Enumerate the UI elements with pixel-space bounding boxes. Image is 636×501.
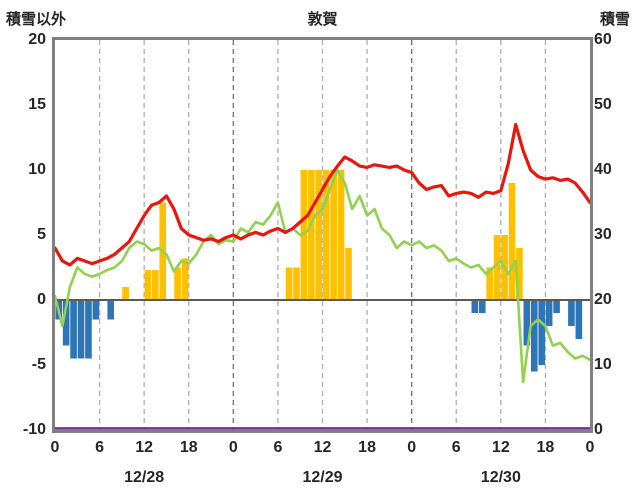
x-tick-label: 12: [491, 439, 510, 456]
orange-bars-bar: [508, 183, 516, 300]
blue-bars-bar: [107, 300, 115, 320]
orange-bars-bar: [345, 248, 352, 300]
blue-bars-bar: [553, 300, 560, 313]
y-left-tick-label: -5: [31, 356, 46, 373]
x-tick-label: 18: [536, 439, 555, 456]
x-tick-label: 6: [95, 439, 105, 456]
orange-bars-bar: [493, 235, 501, 300]
blue-bars-bar: [530, 300, 538, 372]
y-left-tick-label: 20: [28, 31, 46, 48]
blue-bars-bar: [575, 300, 583, 339]
blue-bars-bar: [70, 300, 77, 359]
blue-bars-bar: [62, 300, 70, 346]
blue-bars-bar: [478, 300, 486, 313]
y-left-tick-label: 15: [28, 96, 46, 113]
left-axis-title: 積雪以外: [6, 11, 67, 28]
right-axis-title: 積雪: [599, 11, 630, 28]
y-left-tick-label: 10: [28, 161, 46, 178]
blue-bars-bar: [538, 300, 546, 365]
y-right-tick-label: 50: [594, 96, 612, 113]
orange-bars-bar: [293, 267, 300, 300]
y-right-tick-label: 0: [594, 421, 603, 438]
y-right-tick-label: 60: [594, 31, 612, 48]
blue-bars-bar: [545, 300, 553, 326]
x-tick-label: 6: [451, 439, 461, 456]
x-tick-label: 0: [585, 439, 595, 456]
y-right-tick-label: 10: [594, 356, 612, 373]
x-tick-label: 0: [407, 439, 417, 456]
date-label: 12/29: [302, 469, 343, 486]
x-tick-label: 18: [358, 439, 376, 456]
y-right-tick-label: 20: [594, 291, 612, 308]
orange-bars-bar: [122, 287, 129, 300]
y-right-tick-label: 30: [594, 226, 612, 243]
x-tick-label: 12: [313, 439, 332, 456]
blue-bars-bar: [77, 300, 85, 359]
red-line: [55, 122, 590, 267]
blue-bars-bar: [523, 300, 531, 346]
orange-bars-bar: [322, 170, 330, 300]
y-left-tick-label: -10: [22, 421, 46, 438]
y-right-tick-label: 40: [594, 161, 612, 178]
orange-bars-bar: [285, 267, 293, 300]
blue-bars-bar: [85, 300, 92, 359]
chart-title: 敦賀: [307, 11, 338, 28]
orange-bars-bar: [486, 267, 494, 300]
blue-bars-bar: [471, 300, 479, 313]
blue-bars-bar: [92, 300, 100, 320]
chart-canvas: [55, 40, 590, 430]
orange-bars-bar: [330, 170, 337, 300]
green-line: [55, 168, 590, 384]
orange-bars-bar: [174, 267, 181, 300]
x-tick-label: 0: [50, 439, 60, 456]
orange-bars-bar: [337, 170, 345, 300]
x-tick-label: 0: [228, 439, 238, 456]
orange-bars-bar: [308, 170, 315, 300]
date-label: 12/30: [480, 469, 521, 486]
x-tick-label: 12: [135, 439, 154, 456]
orange-bars-bar: [516, 248, 523, 300]
x-tick-label: 18: [179, 439, 198, 456]
orange-bars-bar: [315, 170, 323, 300]
orange-bars-bar: [151, 270, 159, 300]
orange-bars-bar: [181, 258, 189, 300]
blue-bars-bar: [568, 300, 575, 326]
y-left-tick-label: 0: [37, 291, 46, 308]
x-tick-label: 6: [273, 439, 283, 456]
plot-area: [52, 37, 593, 433]
date-label: 12/28: [124, 469, 165, 486]
y-left-tick-label: 5: [37, 226, 46, 243]
orange-bars-bar: [300, 170, 308, 300]
orange-bars-bar: [144, 270, 152, 300]
